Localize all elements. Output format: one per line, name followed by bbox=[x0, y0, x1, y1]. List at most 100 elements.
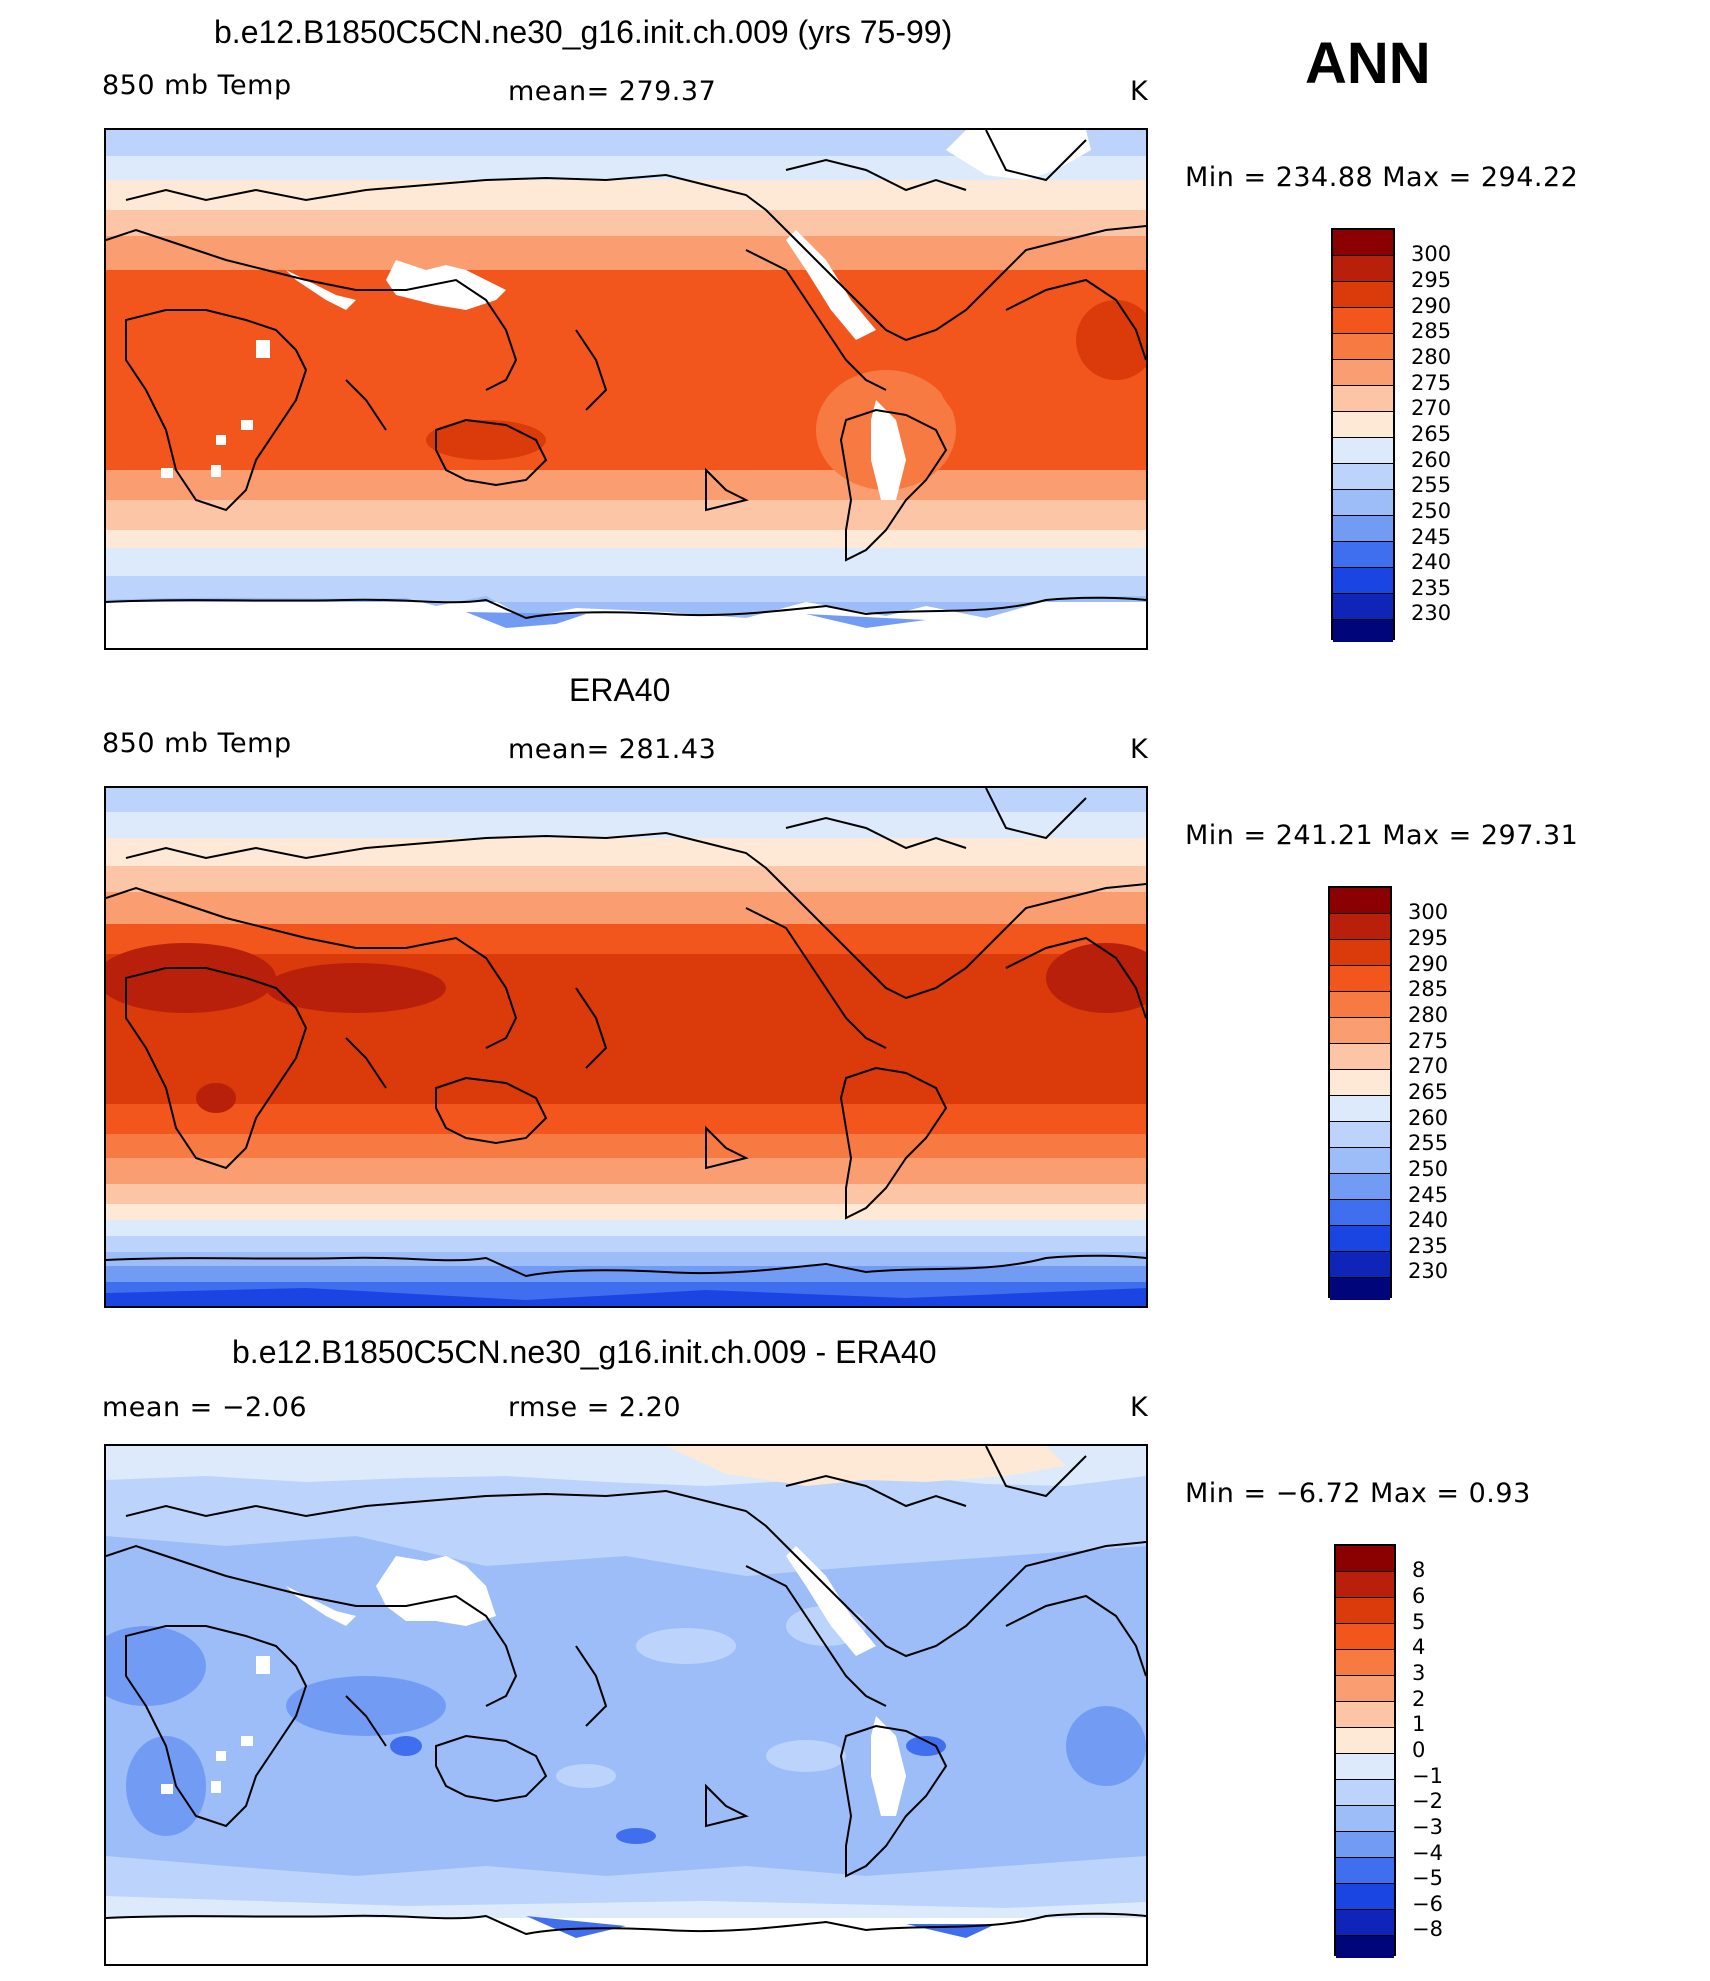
colorbar-tick: 245 bbox=[1411, 525, 1452, 549]
p2-swatch bbox=[1330, 1226, 1390, 1252]
p1-swatch bbox=[1333, 568, 1393, 594]
colorbar-tick: 265 bbox=[1408, 1080, 1449, 1104]
colorbar-tick: −2 bbox=[1412, 1789, 1443, 1813]
colorbar-tick: 250 bbox=[1408, 1157, 1449, 1181]
p1-swatch bbox=[1333, 516, 1393, 542]
p1-swatch bbox=[1333, 386, 1393, 412]
colorbar-tick: −1 bbox=[1412, 1764, 1443, 1788]
p2-swatch bbox=[1330, 940, 1390, 966]
panel2-minmax: Min = 241.21 Max = 297.31 bbox=[1185, 820, 1579, 851]
p2-swatch bbox=[1330, 1122, 1390, 1148]
season-label: ANN bbox=[1305, 31, 1431, 96]
p2-swatch bbox=[1330, 914, 1390, 940]
colorbar-tick: 235 bbox=[1408, 1234, 1449, 1258]
panel2-map bbox=[104, 786, 1148, 1308]
colorbar-tick: 5 bbox=[1412, 1610, 1426, 1634]
colorbar-tick: −8 bbox=[1412, 1917, 1443, 1941]
colorbar-tick: 4 bbox=[1412, 1635, 1426, 1659]
p3-swatch bbox=[1336, 1936, 1394, 1958]
p1-swatch bbox=[1333, 490, 1393, 516]
colorbar-tick: 260 bbox=[1411, 448, 1452, 472]
colorbar-tick: −4 bbox=[1412, 1841, 1443, 1865]
panel1-map-field bbox=[106, 130, 1146, 648]
p1-swatch bbox=[1333, 230, 1393, 256]
p3-swatch bbox=[1336, 1858, 1394, 1884]
colorbar-tick: 285 bbox=[1411, 319, 1452, 343]
p1-swatch bbox=[1333, 256, 1393, 282]
panel3-rmse-label: rmse = 2.20 bbox=[508, 1392, 682, 1423]
p2-swatch bbox=[1330, 1278, 1390, 1300]
panel3-colorbar bbox=[1334, 1544, 1396, 1958]
colorbar-tick: −6 bbox=[1412, 1892, 1443, 1916]
panel2-variable-label: 850 mb Temp bbox=[102, 728, 292, 759]
p1-warm-patches bbox=[286, 280, 1146, 490]
colorbar-tick: 1 bbox=[1412, 1712, 1426, 1736]
p1-swatch bbox=[1333, 620, 1393, 642]
colorbar-tick: −3 bbox=[1412, 1815, 1443, 1839]
colorbar-tick: 2 bbox=[1412, 1687, 1426, 1711]
p2-swatch bbox=[1330, 1200, 1390, 1226]
colorbar-tick: 290 bbox=[1408, 952, 1449, 976]
p1-swatch bbox=[1333, 594, 1393, 620]
p1-swatch bbox=[1333, 308, 1393, 334]
p2-hot-patches bbox=[106, 943, 1146, 1113]
colorbar-tick: 300 bbox=[1411, 242, 1452, 266]
p1-swatch bbox=[1333, 412, 1393, 438]
p3-missing-orography bbox=[161, 1546, 906, 1816]
p1-coastlines bbox=[106, 130, 1146, 620]
colorbar-tick: 235 bbox=[1411, 576, 1452, 600]
colorbar-tick: 295 bbox=[1411, 268, 1452, 292]
colorbar-tick: 280 bbox=[1408, 1003, 1449, 1027]
panel3-units: K bbox=[1130, 1392, 1149, 1423]
p1-swatch bbox=[1333, 334, 1393, 360]
p2-swatch bbox=[1330, 1174, 1390, 1200]
colorbar-tick: 275 bbox=[1408, 1029, 1449, 1053]
p3-swatch bbox=[1336, 1546, 1394, 1572]
panel1-units: K bbox=[1130, 76, 1149, 107]
p3-swatch bbox=[1336, 1572, 1394, 1598]
panel3-map-field bbox=[106, 1446, 1146, 1964]
p3-swatch bbox=[1336, 1650, 1394, 1676]
panel1-mean-label: mean= 279.37 bbox=[508, 76, 717, 107]
panel2-units: K bbox=[1130, 734, 1149, 765]
p3-swatch bbox=[1336, 1806, 1394, 1832]
colorbar-tick: 270 bbox=[1411, 396, 1452, 420]
colorbar-tick: 240 bbox=[1408, 1208, 1449, 1232]
colorbar-tick: 0 bbox=[1412, 1738, 1426, 1762]
colorbar-tick: 290 bbox=[1411, 294, 1452, 318]
p3-swatch bbox=[1336, 1728, 1394, 1754]
p2-swatch bbox=[1330, 1252, 1390, 1278]
colorbar-tick: 250 bbox=[1411, 499, 1452, 523]
panel1-title: b.e12.B1850C5CN.ne30_g16.init.ch.009 (yr… bbox=[214, 14, 953, 50]
panel1-variable-label: 850 mb Temp bbox=[102, 70, 292, 101]
colorbar-tick: 230 bbox=[1411, 601, 1452, 625]
p1-swatch bbox=[1333, 464, 1393, 490]
colorbar-tick: 245 bbox=[1408, 1183, 1449, 1207]
colorbar-tick: 280 bbox=[1411, 345, 1452, 369]
p3-swatch bbox=[1336, 1910, 1394, 1936]
p3-swatch bbox=[1336, 1754, 1394, 1780]
panel2-map-field bbox=[106, 788, 1146, 1306]
colorbar-tick: 265 bbox=[1411, 422, 1452, 446]
panel1-colorbar bbox=[1331, 228, 1395, 642]
colorbar-tick: 295 bbox=[1408, 926, 1449, 950]
colorbar-tick: 6 bbox=[1412, 1584, 1426, 1608]
p2-swatch bbox=[1330, 1018, 1390, 1044]
colorbar-tick: 300 bbox=[1408, 900, 1449, 924]
panel1-map bbox=[104, 128, 1148, 650]
p3-swatch bbox=[1336, 1624, 1394, 1650]
panel2-mean-label: mean= 281.43 bbox=[508, 734, 717, 765]
p3-swatch bbox=[1336, 1676, 1394, 1702]
panel3-mean-label: mean = −2.06 bbox=[102, 1392, 308, 1423]
panel3-minmax: Min = −6.72 Max = 0.93 bbox=[1185, 1478, 1531, 1509]
p1-swatch bbox=[1333, 282, 1393, 308]
panel3-map bbox=[104, 1444, 1148, 1966]
p2-swatch bbox=[1330, 992, 1390, 1018]
colorbar-tick: 270 bbox=[1408, 1054, 1449, 1078]
p2-swatch bbox=[1330, 1044, 1390, 1070]
panel2-title: ERA40 bbox=[569, 672, 671, 708]
panel2-colorbar bbox=[1328, 886, 1392, 1300]
p3-swatch bbox=[1336, 1598, 1394, 1624]
p3-swatch bbox=[1336, 1884, 1394, 1910]
panel3-title: b.e12.B1850C5CN.ne30_g16.init.ch.009 - E… bbox=[232, 1334, 937, 1370]
